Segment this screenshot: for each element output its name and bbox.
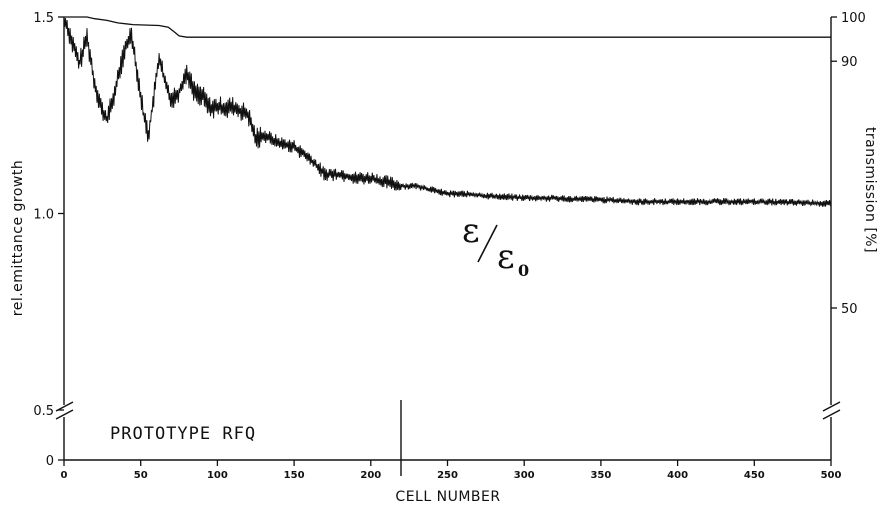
x-tick-label: 200 (360, 470, 381, 481)
emittance-growth-line (63, 16, 832, 207)
x-tick-label: 400 (667, 470, 688, 481)
ratio-slash (477, 224, 498, 263)
x-tick-label: 350 (590, 470, 611, 481)
x-tick-label: 450 (744, 470, 765, 481)
ticks (58, 16, 837, 466)
epsilon-numerator: ε (462, 211, 480, 251)
y-right-tick-label: 50 (841, 302, 858, 317)
y-left-tick-label: 1.5 (33, 11, 54, 26)
epsilon-denominator: ε (497, 237, 515, 277)
epsilon-subscript: 0 (518, 261, 529, 280)
x-tick-label: 300 (514, 470, 535, 481)
x-tick-label: 0 (61, 470, 68, 481)
x-tick-label: 100 (207, 470, 228, 481)
x-tick-label: 500 (821, 470, 842, 481)
axis-break-mark (822, 409, 841, 420)
y-left-tick-label: 0 (46, 454, 54, 469)
transmission-line (64, 16, 831, 38)
series-layer (63, 16, 832, 207)
epsilon-ratio-label: ε ε 0 (462, 211, 529, 280)
axis-break-mark (822, 401, 841, 412)
x-tick-label: 150 (284, 470, 305, 481)
x-tick-label: 250 (437, 470, 458, 481)
y-right-tick-label: 100 (841, 11, 866, 26)
y-left-tick-label: 0.5 (33, 404, 54, 419)
y-axis-left-title: rel.emittance growth (10, 160, 26, 316)
x-axis-title: CELL NUMBER (395, 489, 500, 505)
prototype-label: PROTOTYPE RFQ (110, 424, 256, 444)
axis-break-mark (55, 409, 74, 420)
x-tick-label: 50 (134, 470, 148, 481)
y-axis-right-title: transmission [%] (862, 127, 878, 253)
tick-labels: 0 50 100 150 200 250 300 350 400 450 5001.51.00.50… (33, 11, 866, 481)
y-left-tick-label: 1.0 (33, 208, 54, 223)
axes (55, 17, 841, 476)
y-right-tick-label: 90 (841, 55, 858, 70)
